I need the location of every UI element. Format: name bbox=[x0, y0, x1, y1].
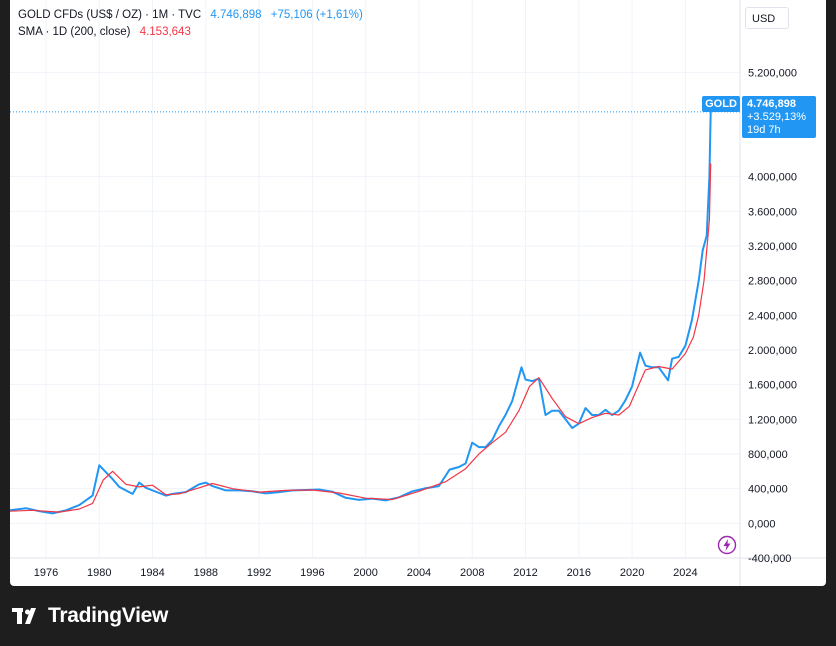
legend-sma-row[interactable]: SMA · 1D (200, close) 4.153,643 bbox=[18, 26, 191, 38]
series-layer bbox=[10, 111, 740, 515]
price-axis: -400,000 0,000 400,000 800,000 1.200,000 1.60… bbox=[748, 68, 797, 565]
price-tick-label: 5.200,000 bbox=[748, 68, 797, 80]
last-price-value: 4.746,898 bbox=[747, 98, 796, 110]
time-tick-label: 2016 bbox=[567, 567, 591, 579]
legend-symbol-row[interactable]: GOLD CFDs (US$ / OZ) · 1M · TVC 4.746,89… bbox=[18, 9, 363, 21]
price-tick-label: 1.600,000 bbox=[748, 380, 797, 392]
tradingview-wordmark: TradingView bbox=[48, 604, 169, 627]
price-tick-label: 3.200,000 bbox=[748, 241, 797, 253]
legend-price: 4.746,898 bbox=[210, 9, 262, 21]
bar-countdown: 19d 7h bbox=[747, 124, 781, 136]
time-tick-label: 1988 bbox=[194, 567, 218, 579]
time-tick-label: 1976 bbox=[34, 567, 58, 579]
time-tick-label: 2020 bbox=[620, 567, 644, 579]
price-tick-label: 0,000 bbox=[748, 518, 776, 530]
chart-card: -400,000 0,000 400,000 800,000 1.200,000 1.60… bbox=[10, 0, 826, 586]
series-gold-line bbox=[10, 111, 712, 515]
price-tick-label: 4.000,000 bbox=[748, 172, 797, 184]
time-axis: 1976 1980 1984 1988 1992 1996 2000 2004 2008 2012… bbox=[34, 567, 698, 579]
price-tick-label: 400,000 bbox=[748, 484, 788, 496]
last-price-change: +3.529,13% bbox=[747, 111, 807, 123]
tradingview-logo[interactable]: TradingView bbox=[12, 604, 168, 628]
time-tick-label: 2024 bbox=[673, 567, 697, 579]
last-price-label: 4.746,898 +3.529,13% 19d 7h bbox=[742, 96, 816, 138]
time-tick-label: 2000 bbox=[353, 567, 377, 579]
time-tick-label: 2008 bbox=[460, 567, 484, 579]
lightning-icon[interactable] bbox=[717, 535, 737, 555]
time-tick-label: 2012 bbox=[513, 567, 537, 579]
time-tick-label: 1980 bbox=[87, 567, 111, 579]
series-sma-line bbox=[10, 163, 712, 513]
symbol-price-tag: GOLD bbox=[702, 96, 740, 112]
price-chart[interactable]: -400,000 0,000 400,000 800,000 1.200,000 1.60… bbox=[10, 0, 826, 586]
price-tick-label: 800,000 bbox=[748, 449, 788, 461]
axis-frame bbox=[10, 0, 826, 586]
time-tick-label: 1984 bbox=[140, 567, 164, 579]
legend-change: +75,106 (+1,61%) bbox=[270, 9, 363, 21]
time-tick-label: 1996 bbox=[300, 567, 324, 579]
time-tick-label: 1992 bbox=[247, 567, 271, 579]
price-tick-label: -400,000 bbox=[748, 553, 791, 565]
legend-sma-value: 4.153,643 bbox=[139, 26, 191, 38]
price-tick-label: 3.600,000 bbox=[748, 206, 797, 218]
tradingview-logo-icon bbox=[12, 608, 36, 624]
chart-grid bbox=[10, 0, 740, 559]
price-tick-label: 1.200,000 bbox=[748, 414, 797, 426]
legend-symbol: GOLD CFDs (US$ / OZ) · 1M · TVC bbox=[18, 9, 202, 21]
time-tick-label: 2004 bbox=[407, 567, 431, 579]
price-tick-label: 2.400,000 bbox=[748, 310, 797, 322]
price-tick-label: 2.000,000 bbox=[748, 345, 797, 357]
legend-sma-label: SMA · 1D (200, close) bbox=[18, 26, 131, 38]
price-tick-label: 2.800,000 bbox=[748, 276, 797, 288]
currency-button[interactable]: USD bbox=[745, 7, 789, 29]
